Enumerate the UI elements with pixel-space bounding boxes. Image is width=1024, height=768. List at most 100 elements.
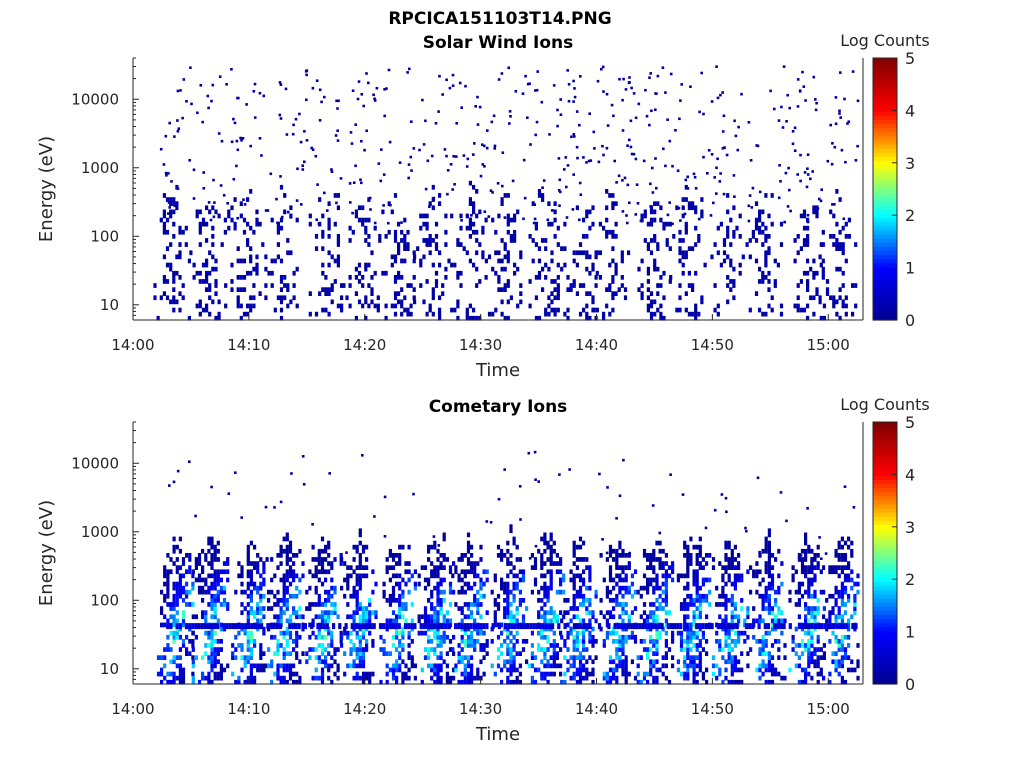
heatmap-cell — [605, 671, 609, 677]
heatmap-cell — [612, 630, 616, 636]
heatmap-cell — [605, 630, 609, 636]
heatmap-cell — [825, 279, 830, 284]
heatmap-cell — [770, 577, 775, 583]
heatmap-cell — [652, 548, 656, 554]
heatmap-cell — [460, 655, 464, 660]
heatmap-cell — [695, 569, 699, 575]
heatmap-cell — [628, 138, 631, 142]
heatmap-cell — [838, 287, 842, 292]
heatmap-cell — [436, 585, 440, 591]
heatmap-cell — [427, 639, 431, 644]
heatmap-cell — [654, 157, 657, 160]
heatmap-cell — [468, 258, 472, 264]
heatmap-cell — [475, 283, 479, 288]
x-tick-label: 14:20 — [343, 700, 386, 718]
heatmap-cell — [758, 647, 762, 652]
heatmap-cell — [346, 634, 350, 640]
heatmap-cell — [578, 181, 582, 185]
heatmap-cell — [818, 299, 822, 305]
heatmap-cell — [317, 553, 321, 558]
heatmap-cell — [563, 598, 567, 603]
heatmap-cell — [550, 258, 554, 264]
heatmap-cell — [361, 548, 366, 554]
heatmap-cell — [685, 623, 689, 630]
heatmap-cell — [284, 87, 288, 91]
heatmap-cell — [748, 238, 752, 243]
heatmap-cell — [838, 295, 842, 301]
heatmap-cell — [686, 606, 690, 611]
heatmap-cell — [428, 205, 431, 208]
heatmap-cell — [222, 561, 227, 566]
heatmap-cell — [840, 581, 844, 587]
heatmap-cell — [664, 663, 668, 669]
heatmap-cell — [397, 221, 401, 227]
heatmap-cell — [270, 577, 274, 583]
heatmap-cell — [800, 639, 805, 644]
heatmap-cell — [683, 655, 687, 660]
heatmap-cell — [506, 602, 510, 607]
heatmap-cell — [409, 283, 413, 288]
heatmap-cell — [288, 593, 293, 599]
heatmap-cell — [601, 144, 604, 148]
heatmap-cell — [679, 623, 683, 630]
heatmap-cell — [850, 540, 854, 546]
heatmap-cell — [681, 213, 685, 219]
heatmap-cell — [199, 84, 203, 87]
heatmap-cell — [226, 569, 230, 575]
heatmap-cell — [646, 303, 650, 309]
heatmap-cell — [269, 623, 273, 630]
heatmap-cell — [588, 655, 592, 660]
heatmap-cell — [208, 283, 212, 288]
heatmap-cell — [782, 623, 786, 630]
x-tick-label: 14:50 — [691, 700, 734, 718]
heatmap-cell — [279, 675, 283, 681]
heatmap-cell — [451, 188, 454, 191]
heatmap-cell — [240, 667, 244, 673]
heatmap-cell — [695, 643, 699, 648]
heatmap-cell — [691, 283, 695, 288]
heatmap-cell — [283, 295, 287, 301]
heatmap-cell — [605, 287, 609, 292]
heatmap-cell — [388, 618, 392, 624]
heatmap-cell — [246, 639, 250, 644]
heatmap-cell — [352, 643, 356, 648]
heatmap-cell — [213, 573, 217, 579]
heatmap-cell — [566, 667, 570, 673]
heatmap-cell — [365, 639, 369, 644]
heatmap-cell — [207, 659, 211, 665]
heatmap-cell — [658, 548, 662, 554]
heatmap-cell — [686, 581, 690, 587]
heatmap-cell — [253, 675, 257, 681]
heatmap-cell — [475, 238, 479, 243]
heatmap-cell — [279, 315, 284, 321]
heatmap-cell — [582, 283, 586, 288]
heatmap-cell — [649, 315, 654, 321]
heatmap-cell — [479, 577, 483, 583]
heatmap-cell — [578, 655, 583, 660]
heatmap-cell — [684, 307, 688, 313]
heatmap-cell — [624, 565, 628, 570]
heatmap-cell — [535, 88, 539, 92]
heatmap-cell — [512, 585, 516, 591]
heatmap-cell — [285, 532, 289, 538]
heatmap-cell — [526, 116, 529, 119]
heatmap-cell — [425, 213, 429, 219]
heatmap-cell — [834, 618, 838, 624]
heatmap-cell — [292, 573, 296, 579]
heatmap-cell — [410, 169, 413, 172]
heatmap-cell — [169, 569, 173, 575]
heatmap-cell — [317, 675, 321, 681]
heatmap-cell — [543, 634, 547, 640]
colorbar-segment — [873, 86, 897, 92]
heatmap-cell — [816, 606, 820, 611]
heatmap-cell — [303, 130, 306, 133]
heatmap-cell — [200, 623, 204, 630]
heatmap-cell — [701, 557, 705, 562]
heatmap-cell — [240, 610, 244, 615]
heatmap-cell — [543, 585, 547, 591]
heatmap-cell — [198, 270, 202, 276]
heatmap-cell — [715, 65, 718, 68]
heatmap-cell — [438, 295, 442, 301]
heatmap-cell — [656, 291, 660, 296]
heatmap-cell — [612, 639, 616, 644]
